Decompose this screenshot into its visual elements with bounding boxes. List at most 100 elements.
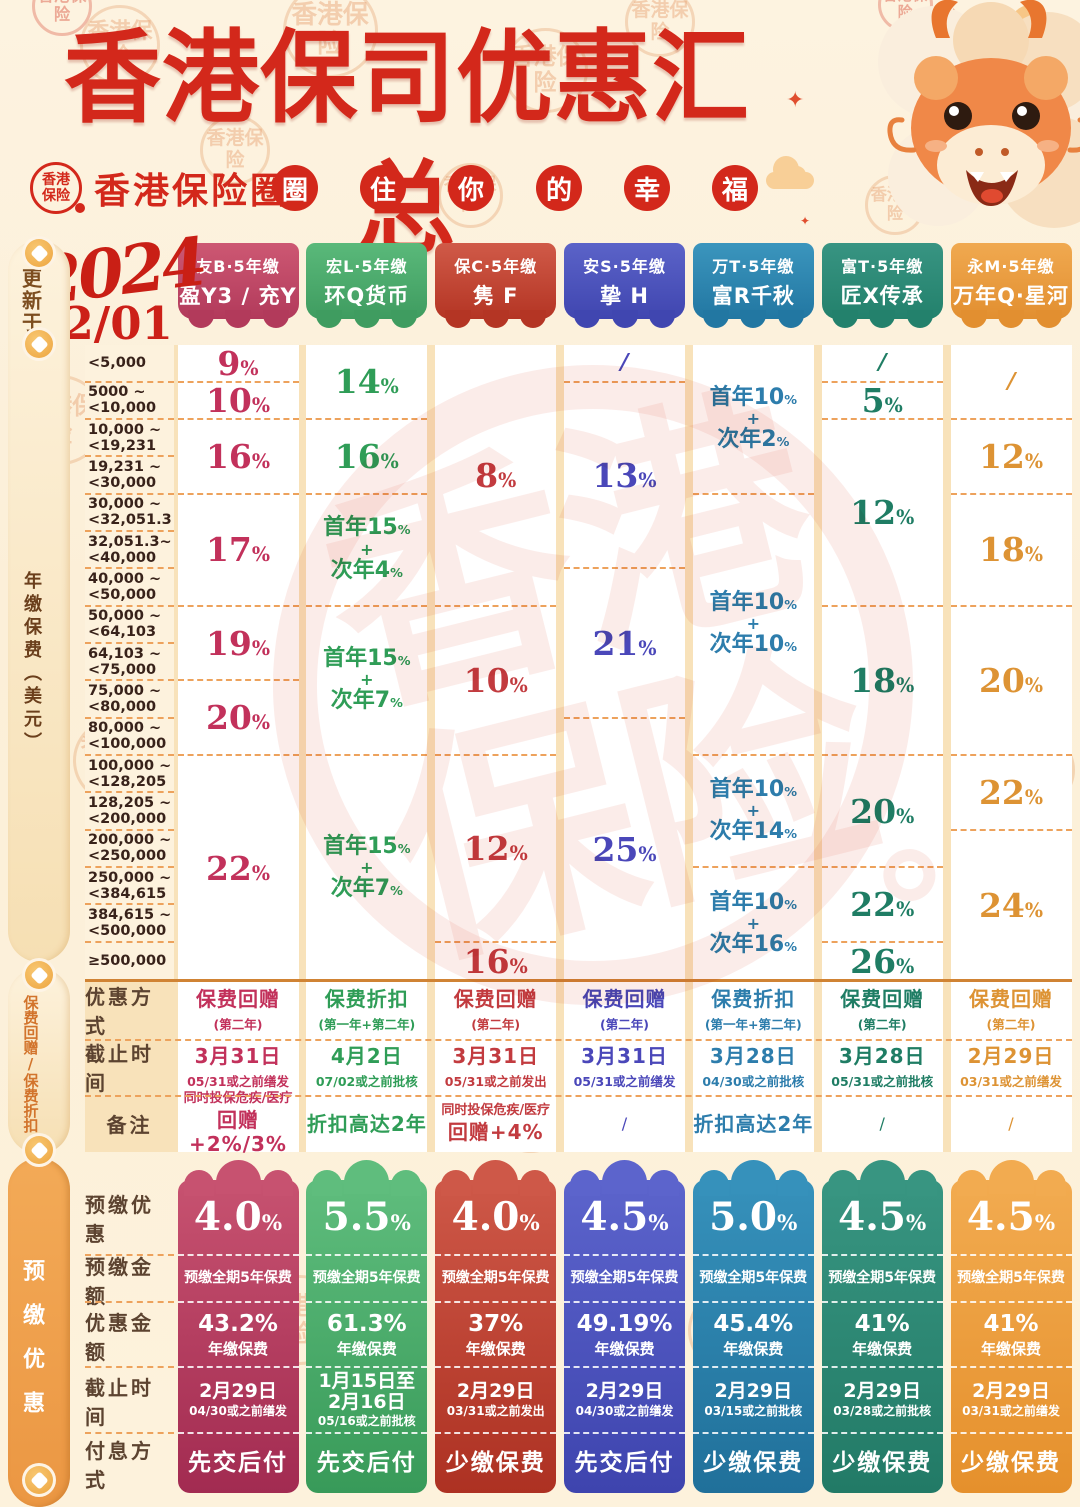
prepay-deadline-sub: 05/16或之前批核 (317, 1414, 416, 1429)
premium-range-label: <5,000 (85, 346, 174, 383)
rate-value: 8% (475, 455, 517, 495)
rate-cell: 12% (435, 756, 557, 943)
brand-logo-dot (75, 203, 85, 213)
card-scallop (730, 1160, 776, 1194)
rate-cell: 首年15% + 次年4% (306, 495, 428, 607)
deadline-sub: 07/02或之前批核 (315, 1074, 418, 1089)
note-cell: 折扣高达2年 (306, 1095, 427, 1152)
prepay-amount-value: 预缴全期5年保费 (699, 1270, 808, 1287)
discount-amount-cell: 41% 年缴保费 (950, 1303, 1072, 1368)
prepay-label-divider (85, 1366, 174, 1368)
prepay-section-label: 预缴优惠 (19, 1259, 44, 1435)
prepay-deadline-sub: 03/28或之前批核 (833, 1404, 932, 1419)
info-row-divider (85, 1039, 1072, 1041)
premium-range-label: 32,051.3~<40,000 (85, 532, 174, 570)
prepay-card: 4.5% 预缴全期5年保费 49.19% 年缴保费 2月29日 04/30或之前缮发 先交后… (564, 1160, 685, 1493)
offer-type-main: 保费回赠 (196, 986, 280, 1011)
rate-cell: 22% (950, 756, 1072, 831)
discount-value: 49.19% (576, 1311, 673, 1338)
offer-type-cell: 保费回赠 (第二年) (951, 980, 1072, 1039)
prepay-deadline-main: 2月29日 (714, 1380, 793, 1403)
note-cell: 折扣高达2年 (693, 1095, 814, 1152)
rate-cell: 22% (821, 868, 943, 943)
discount-basis: 年缴保费 (336, 1339, 397, 1358)
badge-scallop (906, 310, 933, 328)
rate-cell: 12% (821, 420, 943, 607)
rate-value: 16% (334, 436, 399, 476)
product-badge: 保C·5年缴隽 F (435, 243, 557, 328)
prepay-row-label: 优惠金额 (85, 1310, 154, 1364)
discount-basis: 年缴保费 (594, 1339, 655, 1358)
prepay-deadline-sub: 03/31或之前发出 (446, 1404, 545, 1419)
prepay-label-divider (85, 1254, 174, 1256)
rate-value: 22% (850, 884, 915, 924)
rate-value: 22% (205, 848, 271, 888)
slogan-circle: 圈 (272, 165, 318, 211)
premium-range-label: 80,000 ~<100,000 (85, 719, 174, 757)
premium-range-label: 30,000 ~<32,051.3 (85, 495, 174, 533)
prepay-amount-cell: 预缴全期5年保费 (435, 1256, 557, 1303)
rate-cell: 首年10% + 次年2% (692, 346, 814, 495)
prepay-rate-value: 4.0% (193, 1193, 283, 1240)
rate-value: 20% (978, 660, 1044, 700)
card-scallop (520, 1170, 551, 1196)
rate-not-applicable: / (1004, 368, 1018, 394)
rate-value: 13% (592, 455, 657, 495)
card-scallop (215, 1160, 261, 1194)
prepay-deadline-cell: 2月29日 03/28或之前批核 (821, 1368, 943, 1434)
discount-amount-cell: 43.2% 年缴保费 (177, 1303, 299, 1368)
note-main: 折扣高达2年 (306, 1111, 427, 1136)
rate-value: 12% (850, 492, 915, 532)
prepay-card: 5.5% 预缴全期5年保费 61.3% 年缴保费 1月15日至 2月16日 05/16或之前… (306, 1160, 428, 1493)
product-badge: 永M·5年缴 万年Q·星河 (950, 243, 1072, 328)
rate-value: 18% (978, 530, 1044, 570)
premium-range-label: 384,615 ~<500,000 (85, 905, 174, 943)
prepay-deadline-main: 2月29日 (972, 1380, 1050, 1403)
table-column-background (692, 345, 814, 1152)
offer-type-main: 保费回赠 (840, 986, 925, 1011)
product-badge: 富T·5年缴 匠X传承 (821, 243, 943, 328)
coin-icon (22, 1463, 56, 1497)
prepay-deadline-main: 2月29日 (843, 1380, 922, 1403)
prepay-deadline-main: 2月29日 (585, 1380, 664, 1403)
discount-value: 37% (468, 1311, 524, 1338)
deadline-sub: 04/30或之前批核 (702, 1074, 805, 1089)
rate-cell: 首年10% + 次年16% (693, 868, 814, 980)
rate-value-line: + (746, 801, 760, 821)
rate-value: 9% (217, 343, 259, 383)
discount-basis: 年缴保费 (980, 1339, 1041, 1358)
section-row-label: 优惠方式 (85, 984, 154, 1038)
rate-value: 22% (978, 772, 1044, 812)
rate-cell: / (950, 346, 1072, 421)
prepay-amount-cell: 预缴全期5年保费 (692, 1256, 814, 1303)
prepay-rate-cell: 5.0% (692, 1180, 814, 1256)
deadline-main: 2月29日 (967, 1044, 1055, 1068)
rate-value: 26% (850, 941, 915, 981)
deadline-main: 3月28日 (838, 1044, 926, 1068)
interest-mode-value: 先交后付 (188, 1450, 288, 1477)
prepay-rate-cell: 4.5% (564, 1180, 685, 1256)
rebate-section-label: 保费回赠/保费折扣 (21, 995, 40, 1133)
badge-scallop (740, 310, 767, 328)
offer-type-cell: 保费回赠 (第二年) (564, 980, 685, 1039)
table-column-background (306, 345, 428, 1152)
rate-value: 10% (463, 660, 528, 700)
product-company: 安S·5年缴 (583, 256, 666, 276)
interest-mode-cell: 先交后付 (178, 1434, 299, 1493)
rate-value: 21% (592, 623, 657, 663)
offer-type-sub: (第二年) (213, 1016, 263, 1032)
badge-scallop (391, 310, 418, 328)
card-scallop (602, 1160, 647, 1194)
rate-cell: / (564, 346, 685, 383)
premium-range-label: 200,000 ~<250,000 (85, 831, 174, 869)
card-scallop (570, 1170, 600, 1196)
prepay-deadline-cell: 2月29日 03/31或之前缮发 (950, 1368, 1072, 1434)
offer-type-main: 保费回赠 (582, 986, 667, 1011)
rate-value-line: 首年10% (709, 590, 797, 616)
rate-cell: 14% (306, 346, 428, 421)
rate-value: 12% (463, 828, 528, 868)
rate-cell: 8% (435, 346, 557, 607)
product-badge: 万T·5年缴 富R千秋 (692, 243, 814, 328)
section-row-label: 备注 (106, 1113, 153, 1137)
rate-value-line: 次年7% (330, 876, 403, 902)
